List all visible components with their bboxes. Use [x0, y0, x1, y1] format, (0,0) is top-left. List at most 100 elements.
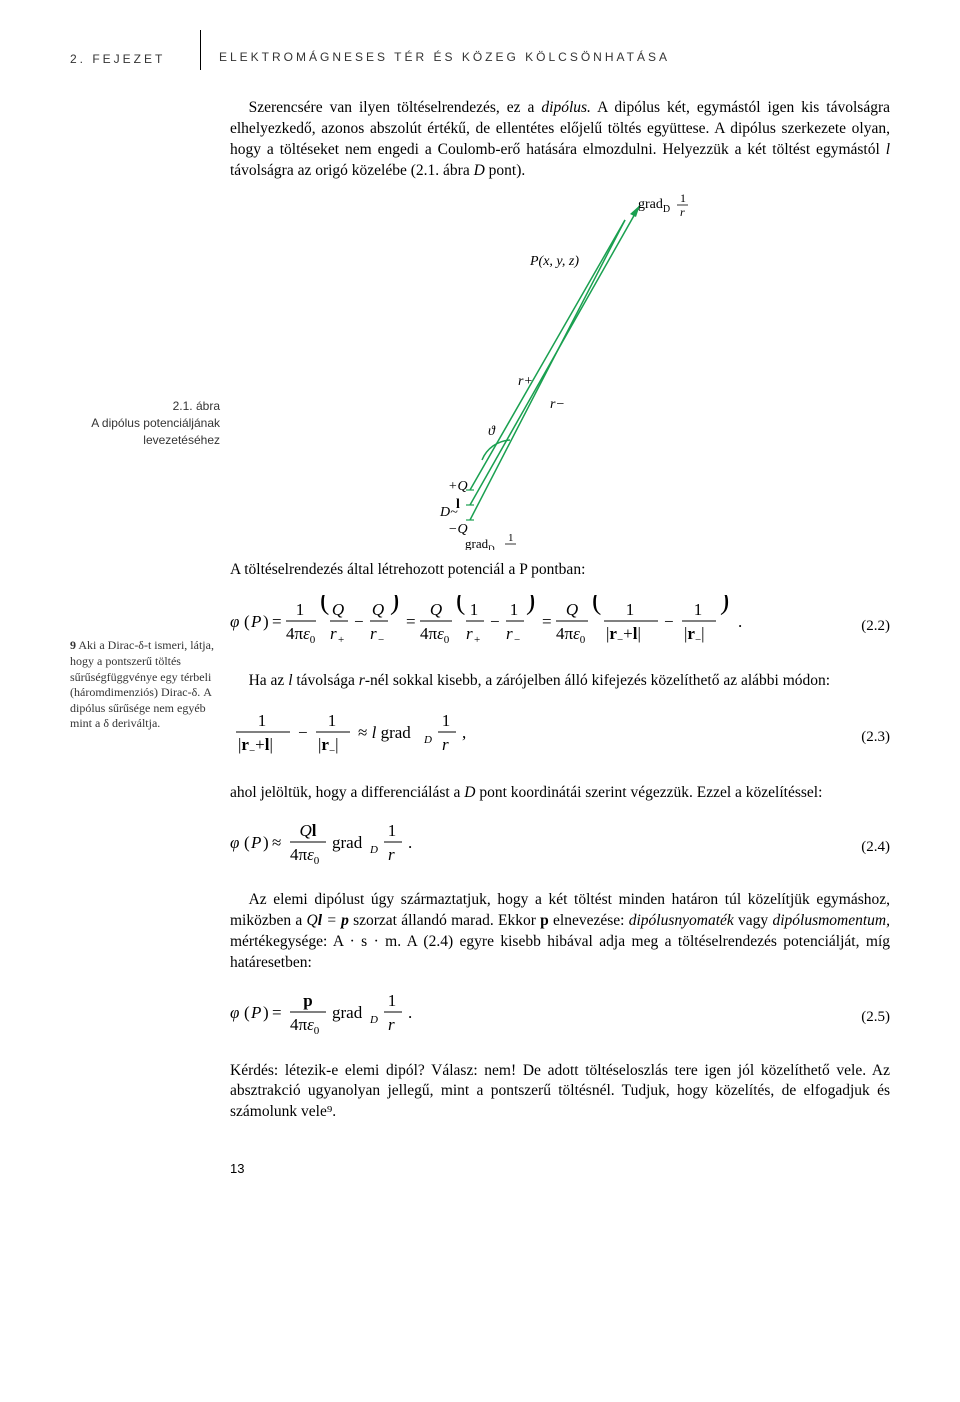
text: pont koordinátái szerint végezzük. Ezzel…	[476, 784, 823, 801]
svg-text:): )	[390, 595, 399, 616]
svg-text:1: 1	[258, 711, 267, 730]
svg-text:4πε0: 4πε0	[556, 624, 586, 646]
page-number: 13	[230, 1161, 890, 1176]
text-italic: D	[474, 162, 485, 179]
svg-text:.: .	[408, 833, 412, 852]
diagram-label: r	[508, 546, 513, 550]
svg-text:P: P	[250, 1003, 261, 1022]
svg-text:P: P	[250, 612, 261, 631]
text: távolságra az origó közelébe (2.1. ábra	[230, 162, 474, 179]
svg-text:4πε0: 4πε0	[290, 845, 320, 867]
eq-num: (2.4)	[840, 837, 890, 857]
paragraph-intro: Szerencsére van ilyen töltéselrendezés, …	[230, 98, 890, 182]
svg-text:grad: grad	[332, 833, 363, 852]
svg-text:Q: Q	[372, 600, 384, 619]
diagram-label: D	[488, 544, 495, 550]
equation-2-3: 1 |r−+l| − 1 |r−| ≈ l grad D 1 r	[230, 706, 890, 769]
svg-text:=: =	[272, 1003, 282, 1022]
svg-text:r: r	[330, 624, 337, 643]
diagram-label: r	[680, 205, 685, 219]
paragraph-approx: Ha az l távolsága r-nél sokkal kisebb, a…	[230, 671, 890, 692]
svg-text:P: P	[250, 833, 261, 852]
svg-text:−: −	[378, 634, 384, 646]
svg-text:.: .	[408, 1003, 412, 1022]
svg-text:D: D	[369, 1014, 378, 1026]
diagram-label: 1	[680, 191, 686, 205]
svg-text:≈ l grad: ≈ l grad	[358, 723, 411, 742]
svg-text:−: −	[514, 634, 520, 646]
svg-text:(: (	[592, 595, 601, 616]
svg-text:Q: Q	[566, 600, 578, 619]
dipole-diagram: gradD 1 r P(x, y, z) r+ r− ϑ +Q l D~ −Q …	[410, 190, 710, 550]
svg-text:=: =	[406, 612, 416, 631]
paragraph-potential: A töltéselrendezés által létrehozott pot…	[230, 560, 890, 581]
svg-text:r: r	[370, 624, 377, 643]
footnote-body: Aki a Dirac-δ-t ismeri, látja, hogy a po…	[70, 638, 214, 730]
svg-text:gradD: gradD	[638, 197, 670, 215]
svg-text:4πε0: 4πε0	[420, 624, 450, 646]
svg-text:1: 1	[296, 600, 305, 619]
svg-text:1: 1	[510, 600, 519, 619]
svg-text:=: =	[272, 612, 282, 631]
svg-text:−: −	[490, 612, 500, 631]
svg-text:(: (	[320, 595, 329, 616]
text: ahol jelöltük, hogy a differenciálást a	[230, 784, 464, 801]
svg-text:φ: φ	[230, 833, 239, 852]
svg-text:(: (	[456, 595, 465, 616]
chapter-label: 2. FEJEZET	[70, 50, 200, 66]
text: -nél sokkal kisebb, a zárójelben álló ki…	[365, 672, 830, 689]
svg-text:|r−+l|: |r−+l|	[606, 624, 641, 646]
header-divider	[200, 30, 201, 70]
svg-text:(: (	[244, 1003, 250, 1022]
text: elnevezése:	[549, 912, 629, 929]
text: távolsága	[293, 672, 359, 689]
svg-text:−: −	[664, 612, 674, 631]
svg-text:Ql: Ql	[299, 821, 316, 840]
svg-text:φ: φ	[230, 1003, 239, 1022]
svg-text:1: 1	[626, 600, 635, 619]
svg-text:p: p	[303, 991, 312, 1010]
svg-text:1: 1	[388, 821, 397, 840]
diagram-label: grad	[465, 536, 489, 550]
svg-text:,: ,	[462, 723, 466, 742]
svg-text:=: =	[542, 612, 552, 631]
diagram-label: ϑ	[488, 424, 496, 439]
diagram-label: D~	[439, 505, 458, 520]
text: mértékegysége: A · s · m. A (2.4) egyre …	[230, 933, 890, 971]
svg-text:r: r	[442, 735, 449, 754]
figure-caption: 2.1. ábra A dipólus potenciáljának levez…	[70, 398, 220, 448]
svg-text:1: 1	[442, 711, 451, 730]
chapter-title: ELEKTROMÁGNESES TÉR ÉS KÖZEG KÖLCSÖNHATÁ…	[219, 50, 670, 64]
paragraph-elementary: Az elemi dipólust úgy származtatjuk, hog…	[230, 890, 890, 974]
svg-text:(: (	[244, 612, 250, 631]
svg-text:1: 1	[694, 600, 703, 619]
eq-num: (2.5)	[840, 1007, 890, 1027]
paragraph-where: ahol jelöltük, hogy a differenciálást a …	[230, 783, 890, 804]
fig-caption-num: 2.1. ábra	[173, 399, 220, 413]
svg-text:+: +	[474, 634, 480, 646]
svg-text:r: r	[466, 624, 473, 643]
text-italic: dipólus.	[541, 99, 591, 116]
diagram-label: +Q	[448, 479, 468, 494]
text: Szerencsére van ilyen töltéselrendezés, …	[249, 99, 542, 116]
svg-text:|r−|: |r−|	[318, 735, 339, 757]
svg-text:≈: ≈	[272, 833, 281, 852]
svg-text:+: +	[338, 634, 344, 646]
diagram-label: P(x, y, z)	[529, 254, 579, 269]
text-italic: Ql = p	[307, 912, 349, 929]
svg-text:1: 1	[680, 191, 686, 205]
equation-2-5: φ (P) = p 4πε0 grad D 1 r .	[230, 988, 890, 1047]
svg-text:D: D	[369, 844, 378, 856]
text-italic: D	[464, 784, 475, 801]
svg-text:1: 1	[328, 711, 337, 730]
equation-2-4: φ (P) ≈ Ql 4πε0 grad D 1 r .	[230, 818, 890, 877]
text-bold: p	[540, 912, 549, 929]
svg-text:): )	[526, 595, 535, 616]
diagram-label: r−	[550, 397, 565, 412]
svg-text:r: r	[388, 845, 395, 864]
svg-text:1: 1	[388, 991, 397, 1010]
svg-text:): )	[263, 1003, 269, 1022]
diagram-label: D	[663, 204, 670, 215]
svg-text:−: −	[298, 723, 308, 742]
text-italic: l	[886, 141, 890, 158]
